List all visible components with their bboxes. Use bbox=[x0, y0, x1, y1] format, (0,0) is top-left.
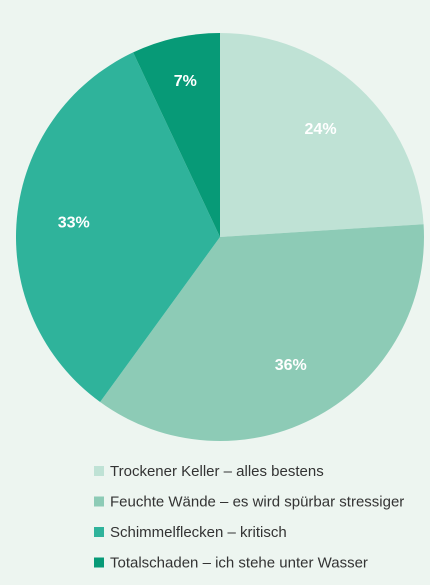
legend-label: Feuchte Wände – es wird spürbar stressig… bbox=[110, 493, 404, 510]
data-label: 24% bbox=[305, 121, 337, 138]
pie-slice bbox=[100, 224, 425, 442]
legend-label: Schimmelflecken – kritisch bbox=[110, 524, 287, 541]
legend-swatch bbox=[94, 527, 104, 537]
data-label: 7% bbox=[174, 73, 197, 90]
legend-swatch bbox=[94, 557, 104, 568]
legend-swatch bbox=[94, 496, 104, 507]
legend-swatch bbox=[94, 466, 104, 476]
data-label: 33% bbox=[58, 214, 90, 231]
pie-slice bbox=[15, 52, 220, 403]
data-label: 36% bbox=[275, 357, 307, 374]
legend-label: Trockener Keller – alles bestens bbox=[110, 463, 324, 480]
pie-slice bbox=[220, 33, 424, 237]
pie-slice bbox=[133, 33, 220, 237]
legend-label: Totalschaden – ich stehe unter Wasser bbox=[110, 554, 368, 571]
